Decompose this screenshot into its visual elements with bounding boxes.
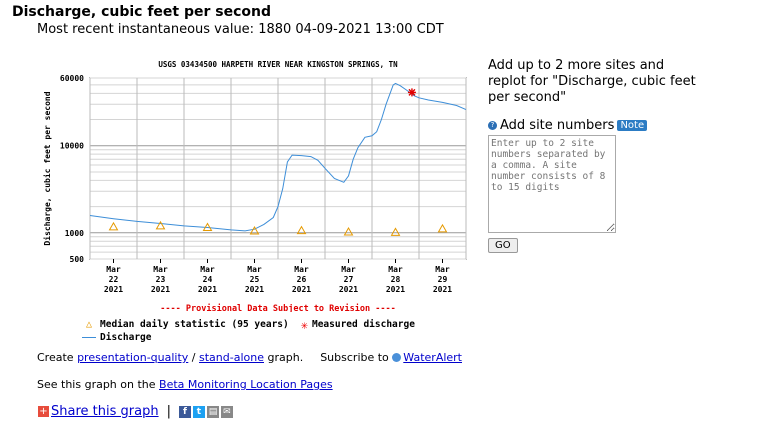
site-numbers-label: Add site numbers bbox=[500, 118, 615, 133]
site-numbers-row: ? Add site numbers Note bbox=[488, 118, 698, 133]
chart-svg: USGS 03434500 HARPETH RIVER NEAR KINGSTO… bbox=[42, 60, 467, 312]
x-tick-label: Mar bbox=[247, 265, 262, 274]
graph-suffix-text: graph. bbox=[267, 351, 304, 364]
x-tick-label: 2021 bbox=[245, 285, 264, 294]
x-tick-label: Mar bbox=[388, 265, 403, 274]
help-icon[interactable]: ? bbox=[488, 121, 497, 130]
x-tick-label: 2021 bbox=[198, 285, 217, 294]
discharge-series-line bbox=[89, 82, 467, 232]
provisional-note: ---- Provisional Data Subject to Revisio… bbox=[160, 303, 395, 312]
slash-text: / bbox=[191, 351, 196, 364]
measured-point bbox=[408, 88, 416, 96]
email-icon[interactable]: ✉ bbox=[220, 405, 233, 418]
beta-pages-link[interactable]: Beta Monitoring Location Pages bbox=[159, 378, 333, 391]
x-tick-label: 2021 bbox=[292, 285, 311, 294]
x-tick-label: 25 bbox=[250, 275, 260, 284]
wateralert-icon bbox=[392, 353, 402, 362]
beta-prefix-text: See this graph on the bbox=[37, 378, 156, 391]
median-point bbox=[390, 227, 401, 236]
x-tick-label: 24 bbox=[203, 275, 213, 284]
median-point bbox=[296, 225, 307, 235]
y-tick-label: 10000 bbox=[60, 142, 84, 151]
x-tick-label: Mar bbox=[200, 265, 215, 274]
x-tick-label: Mar bbox=[153, 265, 168, 274]
page-title: Discharge, cubic feet per second bbox=[12, 4, 272, 20]
site-numbers-textarea[interactable] bbox=[488, 135, 616, 233]
median-point bbox=[155, 220, 166, 230]
share-bar: + Share this graph | f t ▤ ✉ bbox=[38, 404, 235, 419]
x-tick-label: 2021 bbox=[151, 285, 170, 294]
median-point bbox=[343, 227, 354, 236]
x-tick-label: Mar bbox=[435, 265, 450, 274]
median-point bbox=[202, 222, 213, 232]
x-tick-label: 22 bbox=[109, 275, 119, 284]
presentation-quality-link[interactable]: presentation-quality bbox=[77, 351, 189, 364]
legend-median-label: Median daily statistic (95 years) bbox=[100, 319, 289, 330]
y-axis-label: Discharge, cubic feet per second bbox=[42, 91, 52, 245]
x-tick-label: 2021 bbox=[339, 285, 358, 294]
median-point bbox=[249, 225, 260, 235]
x-tick-label: 26 bbox=[297, 275, 307, 284]
discharge-graph: USGS 03434500 HARPETH RIVER NEAR KINGSTO… bbox=[34, 52, 474, 312]
x-tick-label: 23 bbox=[156, 275, 166, 284]
x-tick-label: 28 bbox=[391, 275, 401, 284]
note-button[interactable]: Note bbox=[617, 120, 648, 131]
y-tick-label: 500 bbox=[70, 255, 85, 264]
share-graph-link[interactable]: Share this graph bbox=[51, 404, 159, 419]
graph-legend: △ Median daily statistic (95 years) ✳ Me… bbox=[82, 318, 415, 344]
wateralert-link[interactable]: WaterAlert bbox=[403, 351, 462, 364]
median-point bbox=[437, 223, 448, 233]
go-button[interactable]: GO bbox=[488, 238, 518, 253]
y-tick-label: 60000 bbox=[60, 74, 84, 83]
subscribe-text: Subscribe to bbox=[320, 351, 389, 364]
beta-pages-text: See this graph on the Beta Monitoring Lo… bbox=[37, 378, 333, 391]
create-graph-links: Create presentation-quality / stand-alon… bbox=[37, 351, 462, 364]
create-prefix-text: Create bbox=[37, 351, 74, 364]
twitter-icon[interactable]: t bbox=[192, 405, 205, 418]
x-tick-label: 2021 bbox=[386, 285, 405, 294]
y-tick-label: 1000 bbox=[65, 229, 84, 238]
stand-alone-link[interactable]: stand-alone bbox=[199, 351, 264, 364]
add-sites-panel: Add up to 2 more sites and replot for "D… bbox=[488, 58, 698, 253]
x-tick-label: 29 bbox=[438, 275, 448, 284]
x-tick-label: Mar bbox=[341, 265, 356, 274]
x-tick-label: 2021 bbox=[433, 285, 452, 294]
x-tick-label: 2021 bbox=[104, 285, 123, 294]
legend-discharge-label: Discharge bbox=[100, 332, 152, 343]
share-separator: | bbox=[166, 404, 171, 419]
facebook-icon[interactable]: f bbox=[178, 405, 191, 418]
add-sites-text: Add up to 2 more sites and replot for "D… bbox=[488, 58, 696, 105]
x-tick-label: 27 bbox=[344, 275, 354, 284]
recent-value-text: Most recent instantaneous value: 1880 04… bbox=[37, 22, 444, 37]
x-tick-label: Mar bbox=[294, 265, 309, 274]
share-plus-icon: + bbox=[38, 406, 49, 417]
median-triangle-icon: △ bbox=[85, 319, 93, 330]
chart-title: USGS 03434500 HARPETH RIVER NEAR KINGSTO… bbox=[158, 60, 398, 69]
median-point bbox=[108, 221, 119, 231]
measured-star-icon: ✳ bbox=[300, 317, 308, 332]
print-icon[interactable]: ▤ bbox=[206, 405, 219, 418]
discharge-line-icon bbox=[82, 337, 96, 338]
x-tick-label: Mar bbox=[106, 265, 121, 274]
legend-measured-label: Measured discharge bbox=[311, 319, 415, 330]
